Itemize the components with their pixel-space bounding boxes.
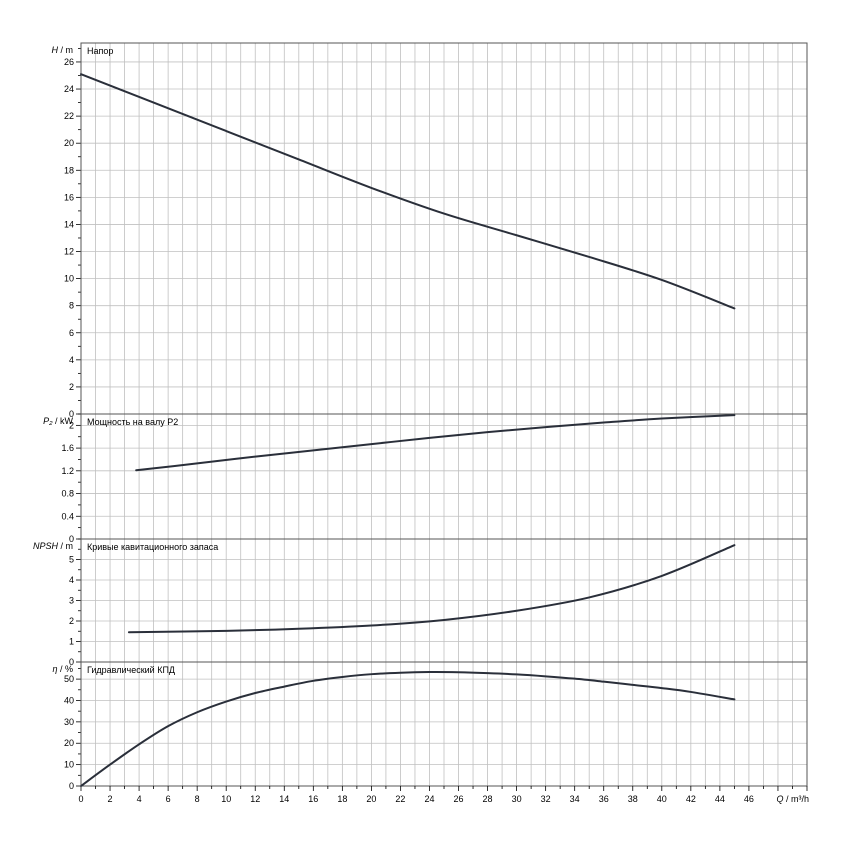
y-axis-label: P₂ / kW	[43, 416, 73, 426]
y-tick-label: 0.4	[61, 511, 74, 521]
x-tick-label: 16	[308, 794, 318, 804]
x-tick-label: 34	[570, 794, 580, 804]
x-tick-label: 2	[108, 794, 113, 804]
x-tick-label: 8	[195, 794, 200, 804]
y-tick-label: 50	[64, 674, 74, 684]
y-tick-label: 0	[69, 409, 74, 419]
x-tick-label: 22	[395, 794, 405, 804]
y-tick-label: 0	[69, 781, 74, 791]
y-tick-label: 2	[69, 420, 74, 430]
y-axis-label: NPSH / m	[33, 541, 73, 551]
y-tick-label: 22	[64, 111, 74, 121]
y-tick-label: 0.8	[61, 489, 74, 499]
y-tick-label: 1	[69, 637, 74, 647]
panel-title: Гидравлический КПД	[87, 665, 175, 675]
panel-title: Мощность на валу P2	[87, 417, 178, 427]
y-tick-label: 18	[64, 165, 74, 175]
y-tick-label: 5	[69, 555, 74, 565]
y-tick-label: 20	[64, 138, 74, 148]
y-tick-label: 30	[64, 717, 74, 727]
y-tick-label: 4	[69, 355, 74, 365]
x-tick-label: 4	[137, 794, 142, 804]
x-tick-label: 36	[599, 794, 609, 804]
y-tick-label: 10	[64, 274, 74, 284]
x-tick-label: 10	[221, 794, 231, 804]
y-tick-label: 10	[64, 760, 74, 770]
x-tick-label: 20	[366, 794, 376, 804]
panel-title: Напор	[87, 46, 113, 56]
y-tick-label: 2	[69, 382, 74, 392]
x-tick-label: 14	[279, 794, 289, 804]
x-tick-label: 28	[483, 794, 493, 804]
y-tick-label: 4	[69, 575, 74, 585]
y-axis-label: H / m	[52, 45, 74, 55]
y-tick-label: 1.6	[61, 443, 74, 453]
series-line	[127, 544, 736, 634]
x-axis-label: Q / m³/h	[776, 794, 809, 804]
x-tick-label: 26	[454, 794, 464, 804]
y-tick-label: 1.2	[61, 466, 74, 476]
y-tick-label: 24	[64, 84, 74, 94]
x-tick-label: 40	[657, 794, 667, 804]
frame-layer	[76, 42, 808, 791]
series-line	[135, 414, 736, 472]
y-tick-label: 2	[69, 616, 74, 626]
y-tick-label: 0	[69, 534, 74, 544]
y-axis-label: η / %	[52, 664, 73, 674]
panel-title: Кривые кавитационного запаса	[87, 542, 218, 552]
x-tick-label: 18	[337, 794, 347, 804]
x-tick-label: 30	[512, 794, 522, 804]
x-tick-label: 46	[744, 794, 754, 804]
y-tick-label: 16	[64, 192, 74, 202]
y-tick-label: 14	[64, 219, 74, 229]
x-tick-label: 32	[541, 794, 551, 804]
y-tick-label: 26	[64, 57, 74, 67]
x-tick-label: 12	[250, 794, 260, 804]
x-tick-label: 24	[424, 794, 434, 804]
x-tick-label: 38	[628, 794, 638, 804]
y-tick-label: 20	[64, 738, 74, 748]
y-tick-label: 40	[64, 695, 74, 705]
y-tick-label: 12	[64, 247, 74, 257]
series-line	[80, 73, 736, 310]
y-tick-label: 6	[69, 328, 74, 338]
y-tick-label: 0	[69, 657, 74, 667]
x-tick-label: 42	[686, 794, 696, 804]
series-line	[80, 671, 736, 787]
y-tick-label: 3	[69, 596, 74, 606]
x-tick-label: 44	[715, 794, 725, 804]
x-tick-label: 6	[166, 794, 171, 804]
y-tick-label: 8	[69, 301, 74, 311]
curves-layer	[80, 73, 736, 787]
x-tick-label: 0	[78, 794, 83, 804]
